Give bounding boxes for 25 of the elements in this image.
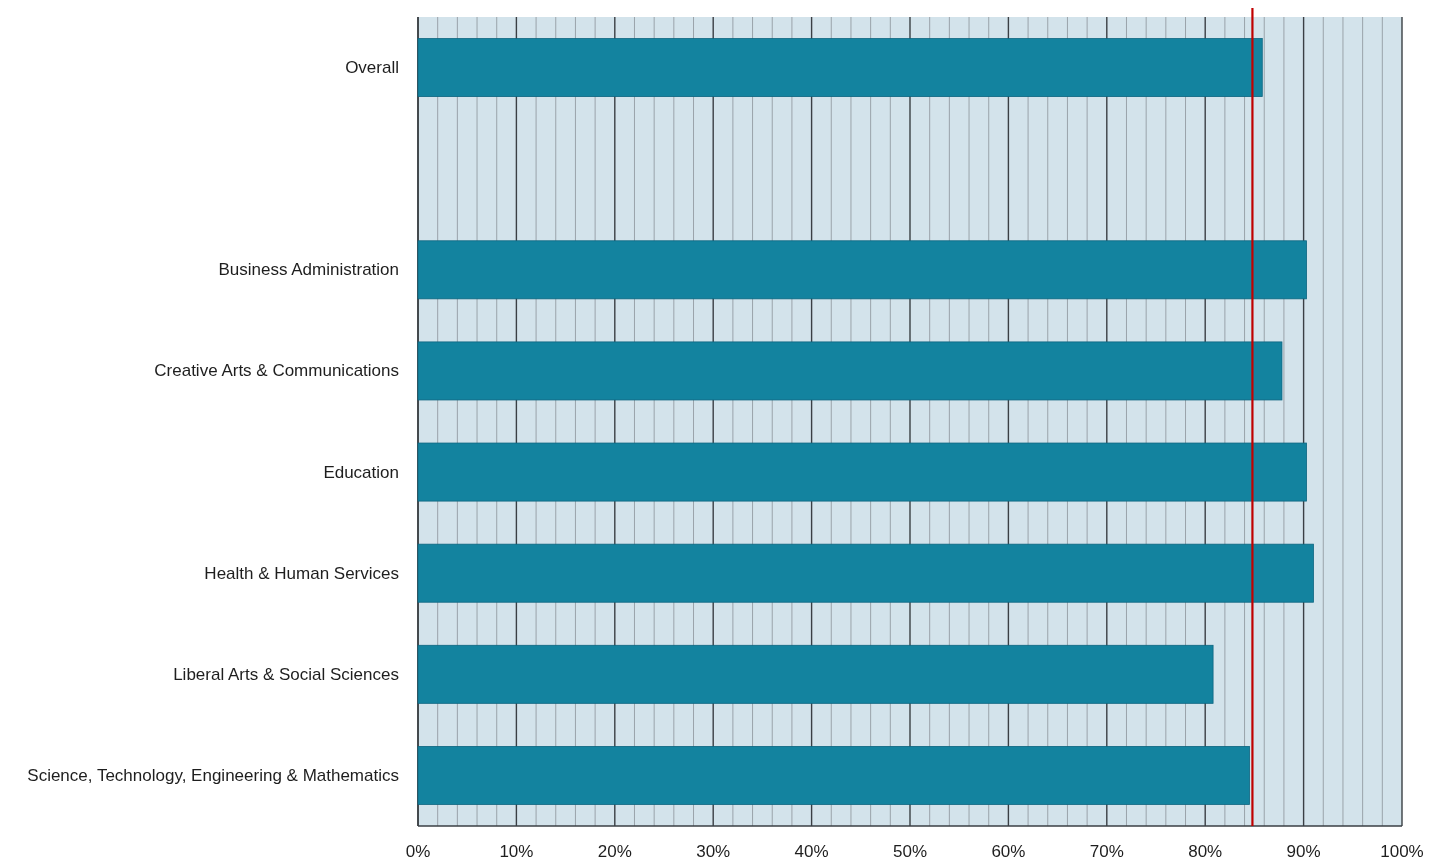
y-tick-label: Education bbox=[323, 462, 399, 482]
bar bbox=[417, 746, 1250, 805]
y-tick-label: Liberal Arts & Social Sciences bbox=[173, 664, 399, 684]
x-tick-label: 70% bbox=[1089, 841, 1124, 861]
x-tick-label: 50% bbox=[892, 841, 928, 861]
y-tick-label: Health & Human Services bbox=[204, 563, 399, 583]
x-tick-label: 10% bbox=[499, 841, 534, 861]
x-tick-label: 80% bbox=[1188, 841, 1223, 861]
bar bbox=[417, 38, 1263, 97]
x-tick-label: 90% bbox=[1286, 841, 1321, 861]
y-tick-label: Science, Technology, Engineering & Mathematics bbox=[27, 765, 399, 785]
x-tick-label: 0% bbox=[405, 841, 431, 861]
y-tick-label: Business Administration bbox=[218, 260, 399, 280]
x-tick-label: 60% bbox=[991, 841, 1026, 861]
bar bbox=[417, 543, 1314, 603]
x-tick-label: 20% bbox=[597, 841, 632, 861]
x-tick-label: 40% bbox=[794, 841, 829, 861]
bar bbox=[417, 644, 1214, 704]
bar bbox=[417, 240, 1307, 300]
x-tick-label: 30% bbox=[696, 841, 731, 861]
y-tick-label: Creative Arts & Communications bbox=[154, 361, 399, 381]
bar bbox=[417, 341, 1283, 401]
y-tick-label: Overall bbox=[345, 58, 399, 78]
bar bbox=[417, 442, 1307, 502]
x-tick-label: 100% bbox=[1380, 841, 1424, 861]
